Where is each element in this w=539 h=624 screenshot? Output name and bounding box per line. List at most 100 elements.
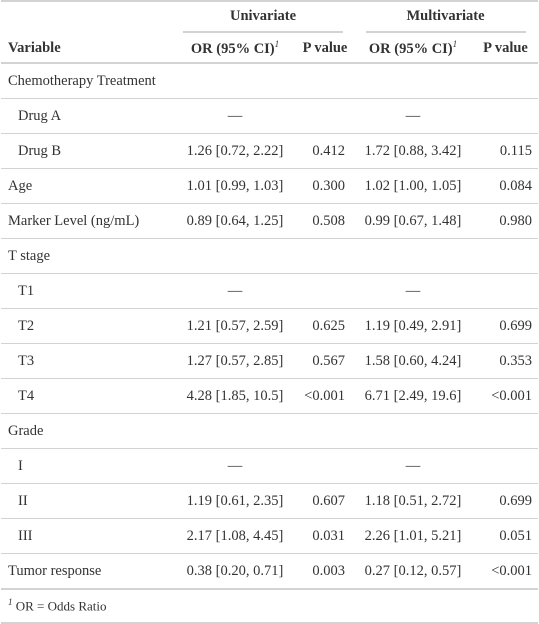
multivariate-p-cell <box>473 238 538 274</box>
spanner-empty <box>1 1 173 34</box>
header-univariate-or: OR (95% CI)1 <box>173 34 297 64</box>
row-label: Marker Level (ng/mL) <box>1 203 173 239</box>
header-variable: Variable <box>1 34 173 64</box>
table-row: Marker Level (ng/mL) 0.89 [0.64, 1.25] 0.5… <box>1 203 538 239</box>
header-multivariate-p: P value <box>473 34 538 64</box>
table-row: T stage <box>1 238 538 274</box>
table-row: Age 1.01 [0.99, 1.03] 0.300 1.02 [1.00, 1.0… <box>1 168 538 204</box>
univariate-p-cell: 0.300 <box>297 168 353 204</box>
footnote: 1 OR = Odds Ratio <box>1 588 538 623</box>
row-label: T1 <box>1 273 173 309</box>
row-label: Tumor response <box>1 553 173 589</box>
univariate-p-cell <box>297 98 353 134</box>
multivariate-p-cell: 0.051 <box>473 518 538 554</box>
multivariate-or-cell <box>353 238 473 274</box>
univariate-p-cell: <0.001 <box>297 378 353 414</box>
multivariate-p-cell: 0.699 <box>473 483 538 519</box>
row-label: I <box>1 448 173 484</box>
row-label: III <box>1 518 173 554</box>
table-row: T1— — <box>1 273 538 309</box>
table-row: Chemotherapy Treatment <box>1 63 538 99</box>
multivariate-p-cell: 0.084 <box>473 168 538 204</box>
univariate-p-cell <box>297 63 353 99</box>
univariate-or-cell <box>173 413 297 449</box>
multivariate-or-cell: — <box>353 98 473 134</box>
table-row: II 1.19 [0.61, 2.35] 0.607 1.18 [0.51, 2.72… <box>1 483 538 519</box>
univariate-or-cell: 1.01 [0.99, 1.03] <box>173 168 297 204</box>
row-label: T2 <box>1 308 173 344</box>
multivariate-or-cell: 1.18 [0.51, 2.72] <box>353 483 473 519</box>
multivariate-or-cell: 0.27 [0.12, 0.57] <box>353 553 473 589</box>
multivariate-p-cell <box>473 413 538 449</box>
multivariate-p-cell: 0.353 <box>473 343 538 379</box>
univariate-or-cell: 4.28 [1.85, 10.5] <box>173 378 297 414</box>
univariate-or-cell: — <box>173 448 297 484</box>
row-label: Drug B <box>1 133 173 169</box>
multivariate-or-cell: 1.02 [1.00, 1.05] <box>353 168 473 204</box>
spanner-multivariate: Multivariate <box>353 1 538 34</box>
multivariate-or-cell <box>353 413 473 449</box>
row-label: Age <box>1 168 173 204</box>
univariate-p-cell <box>297 413 353 449</box>
multivariate-p-cell: <0.001 <box>473 378 538 414</box>
row-label: Grade <box>1 413 173 449</box>
spanner-univariate: Univariate <box>173 1 353 34</box>
multivariate-p-cell: 0.699 <box>473 308 538 344</box>
multivariate-or-cell: 0.99 [0.67, 1.48] <box>353 203 473 239</box>
univariate-or-cell: — <box>173 273 297 309</box>
univariate-p-cell: 0.031 <box>297 518 353 554</box>
univariate-p-cell: 0.003 <box>297 553 353 589</box>
table-row: Drug B 1.26 [0.72, 2.22] 0.412 1.72 [0.88, … <box>1 133 538 169</box>
multivariate-p-cell: 0.115 <box>473 133 538 169</box>
table-row: T2 1.21 [0.57, 2.59] 0.625 1.19 [0.49, 2.91… <box>1 308 538 344</box>
multivariate-or-cell <box>353 63 473 99</box>
multivariate-p-cell: 0.980 <box>473 203 538 239</box>
univariate-or-cell: 1.19 [0.61, 2.35] <box>173 483 297 519</box>
row-label: Chemotherapy Treatment <box>8 72 156 89</box>
multivariate-or-cell: 1.58 [0.60, 4.24] <box>353 343 473 379</box>
table-row: T4 4.28 [1.85, 10.5] <0.001 6.71 [2.49, 19.… <box>1 378 538 414</box>
univariate-or-cell: 1.27 [0.57, 2.85] <box>173 343 297 379</box>
univariate-or-cell <box>173 238 297 274</box>
univariate-or-cell: — <box>173 98 297 134</box>
table-row: I — — <box>1 448 538 484</box>
multivariate-p-cell <box>473 63 538 99</box>
row-label: T3 <box>1 343 173 379</box>
header-multivariate-or: OR (95% CI)1 <box>353 34 473 64</box>
multivariate-p-cell <box>473 448 538 484</box>
univariate-or-cell: 2.17 [1.08, 4.45] <box>173 518 297 554</box>
header-univariate-p: P value <box>297 34 353 64</box>
univariate-p-cell: 0.508 <box>297 203 353 239</box>
univariate-or-cell: 0.38 [0.20, 0.71] <box>173 553 297 589</box>
multivariate-or-cell: 1.19 [0.49, 2.91] <box>353 308 473 344</box>
multivariate-or-cell: — <box>353 448 473 484</box>
univariate-or-cell: 1.26 [0.72, 2.22] <box>173 133 297 169</box>
univariate-or-cell: 1.21 [0.57, 2.59] <box>173 308 297 344</box>
row-label: Drug A <box>1 98 173 134</box>
multivariate-p-cell <box>473 98 538 134</box>
multivariate-or-cell: 6.71 [2.49, 19.6] <box>353 378 473 414</box>
table-row: Grade <box>1 413 538 449</box>
table-row: Drug A — — <box>1 98 538 134</box>
table-row: Tumor response 0.38 [0.20, 0.71] 0.003 0.27… <box>1 553 538 589</box>
multivariate-p-cell <box>473 273 538 309</box>
univariate-p-cell <box>297 448 353 484</box>
multivariate-or-cell: 1.72 [0.88, 3.42] <box>353 133 473 169</box>
univariate-p-cell: 0.607 <box>297 483 353 519</box>
univariate-p-cell: 0.625 <box>297 308 353 344</box>
univariate-or-cell <box>173 63 297 99</box>
multivariate-p-cell: <0.001 <box>473 553 538 589</box>
univariate-p-cell: 0.567 <box>297 343 353 379</box>
multivariate-or-cell: 2.26 [1.01, 5.21] <box>353 518 473 554</box>
row-label: II <box>1 483 173 519</box>
univariate-p-cell <box>297 273 353 309</box>
table-row: III 2.17 [1.08, 4.45] 0.031 2.26 [1.01, 5.2… <box>1 518 538 554</box>
table-row: T3 1.27 [0.57, 2.85] 0.567 1.58 [0.60, 4.24… <box>1 343 538 379</box>
multivariate-or-cell: — <box>353 273 473 309</box>
row-label: T4 <box>1 378 173 414</box>
univariate-or-cell: 0.89 [0.64, 1.25] <box>173 203 297 239</box>
univariate-p-cell: 0.412 <box>297 133 353 169</box>
row-label: T stage <box>1 238 173 274</box>
univariate-p-cell <box>297 238 353 274</box>
